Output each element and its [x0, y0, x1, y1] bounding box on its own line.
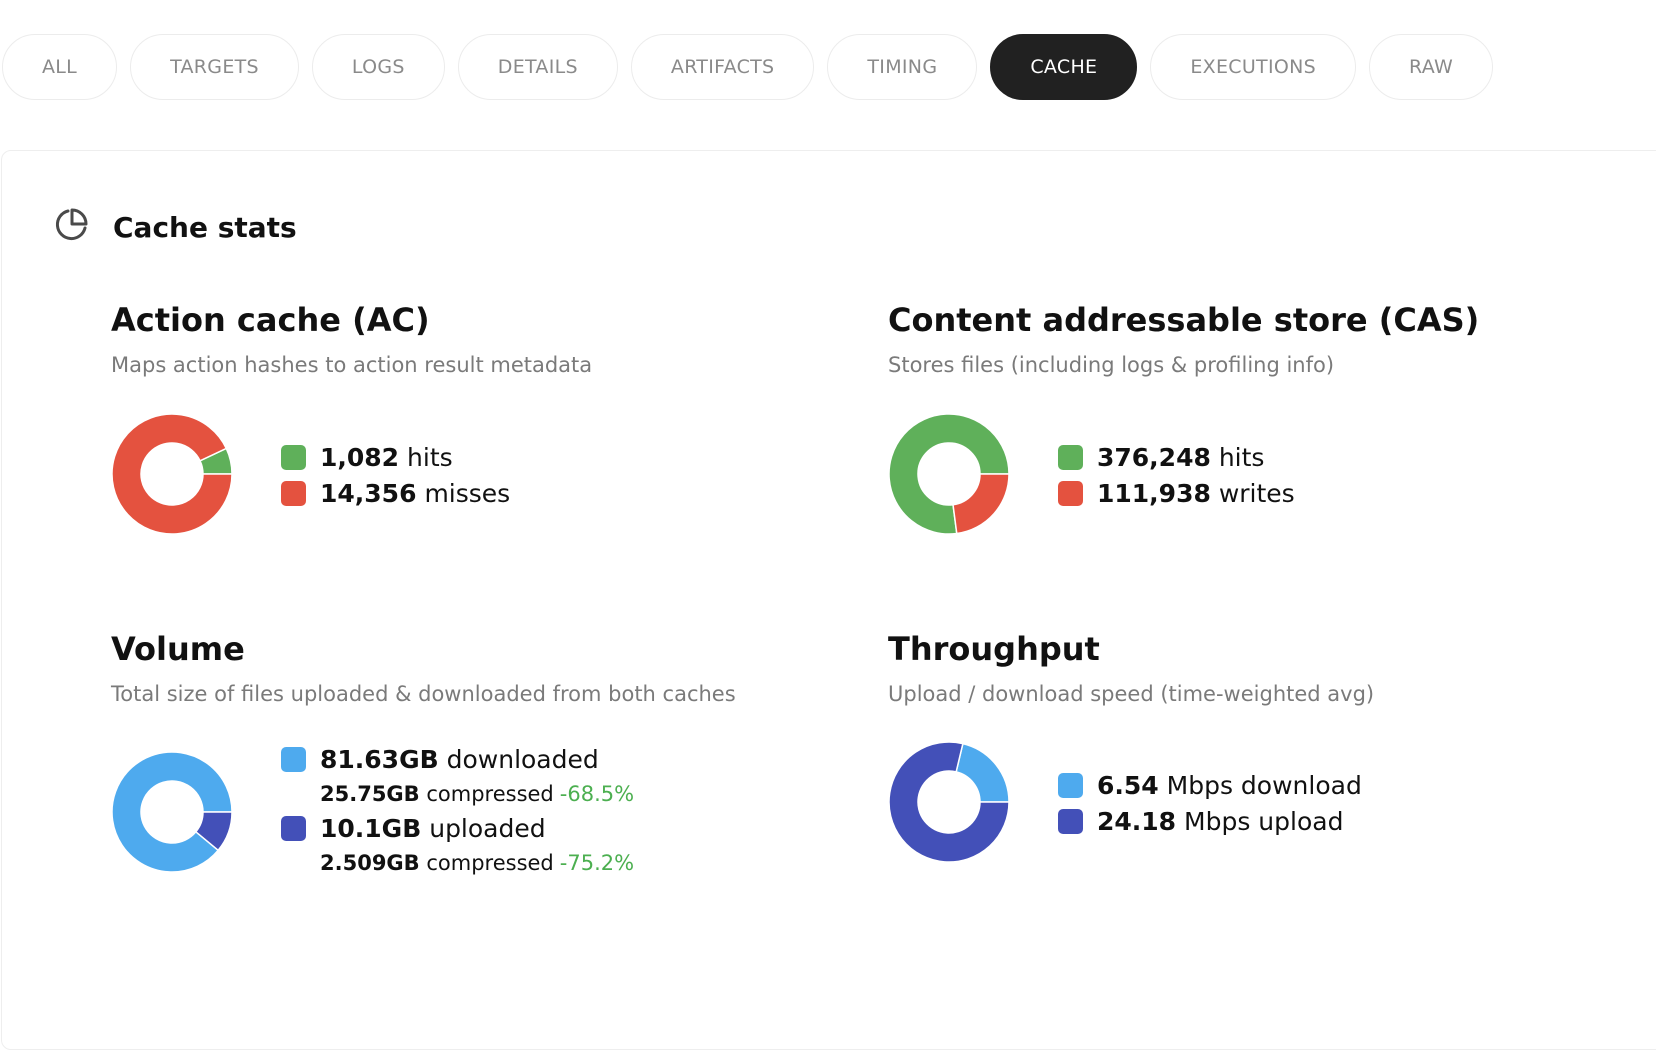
volume-uploaded-value: 10.1GB: [320, 813, 422, 843]
ac-donut-chart: [111, 413, 233, 535]
red-swatch: [1058, 480, 1083, 506]
ac-misses-row: 14,356 misses: [281, 475, 510, 511]
cas-writes-label: writes: [1218, 478, 1295, 508]
throughput-title: Throughput: [888, 630, 1100, 668]
green-swatch: [1058, 444, 1083, 470]
cas-writes-row: 111,938 writes: [1058, 475, 1295, 511]
ac-hits-row: 1,082 hits: [281, 439, 510, 475]
throughput-download-label: Mbps download: [1166, 770, 1362, 800]
throughput-download-value: 6.54: [1097, 770, 1159, 800]
tab-bar: ALL TARGETS LOGS DETAILS ARTIFACTS TIMIN…: [2, 34, 1494, 100]
cas-donut-chart: [888, 413, 1010, 535]
light-blue-swatch: [1058, 772, 1083, 798]
tab-all[interactable]: ALL: [2, 34, 118, 100]
volume-uploaded-compressed-pct: -75.2%: [559, 850, 635, 875]
green-swatch: [281, 444, 306, 470]
ac-title: Action cache (AC): [111, 301, 430, 339]
volume-downloaded-value: 81.63GB: [320, 744, 439, 774]
cas-subtitle: Stores files (including logs & profiling…: [888, 353, 1335, 377]
tab-details[interactable]: DETAILS: [457, 34, 618, 100]
volume-downloaded-label: downloaded: [446, 744, 599, 774]
volume-downloaded-row: 81.63GB downloaded: [281, 741, 634, 777]
ac-section: Action cache (AC) Maps action hashes to …: [111, 301, 592, 377]
throughput-upload-row: 24.18 Mbps upload: [1058, 803, 1362, 839]
tab-targets[interactable]: TARGETS: [130, 34, 299, 100]
ac-hits-value: 1,082: [320, 442, 400, 472]
cas-hits-row: 376,248 hits: [1058, 439, 1295, 475]
donut-slice-misses: [111, 413, 233, 535]
cas-title: Content addressable store (CAS): [888, 301, 1480, 339]
tab-timing[interactable]: TIMING: [827, 34, 978, 100]
pie-chart-icon: [53, 207, 89, 247]
throughput-upload-label: Mbps upload: [1184, 806, 1344, 836]
cas-section: Content addressable store (CAS) Stores f…: [888, 301, 1479, 377]
volume-subtitle: Total size of files uploaded & downloade…: [111, 682, 736, 706]
cas-writes-value: 111,938: [1097, 478, 1211, 508]
volume-legend: 81.63GB downloaded 25.75GB compressed -68…: [281, 741, 634, 879]
volume-downloaded-compressed-pct: -68.5%: [559, 781, 635, 806]
volume-donut-chart: [111, 751, 233, 873]
volume-downloaded-compressed-row: 25.75GB compressed -68.5%: [281, 777, 634, 810]
cache-stats-card: Cache stats Action cache (AC) Maps actio…: [1, 150, 1656, 1050]
volume-uploaded-compressed-value: 2.509GB: [320, 850, 420, 875]
throughput-section: Throughput Upload / download speed (time…: [888, 630, 1374, 706]
throughput-upload-value: 24.18: [1097, 806, 1177, 836]
tab-cache[interactable]: CACHE: [990, 34, 1138, 100]
ac-misses-value: 14,356: [320, 478, 417, 508]
throughput-legend: 6.54 Mbps download 24.18 Mbps upload: [1058, 767, 1362, 839]
donut-slice-download: [955, 742, 1010, 803]
volume-uploaded-row: 10.1GB uploaded: [281, 810, 634, 846]
cas-hits-value: 376,248: [1097, 442, 1211, 472]
donut-slice-hits: [888, 413, 1010, 535]
dark-blue-swatch: [1058, 808, 1083, 834]
donut-slice-upload: [888, 741, 1010, 863]
card-header: Cache stats: [53, 207, 297, 247]
donut-slice-downloaded: [111, 751, 233, 873]
volume-downloaded-compressed-label: compressed: [426, 781, 554, 806]
donut-slice-uploaded: [194, 811, 233, 852]
ac-misses-label: misses: [424, 478, 511, 508]
dark-blue-swatch: [281, 815, 306, 841]
cas-legend: 376,248 hits 111,938 writes: [1058, 439, 1295, 511]
throughput-donut-chart: [888, 741, 1010, 863]
donut-slice-writes: [952, 473, 1010, 535]
volume-section: Volume Total size of files uploaded & do…: [111, 630, 736, 706]
tab-raw[interactable]: RAW: [1369, 34, 1494, 100]
card-title: Cache stats: [113, 210, 297, 244]
volume-uploaded-compressed-label: compressed: [426, 850, 554, 875]
tab-artifacts[interactable]: ARTIFACTS: [630, 34, 815, 100]
throughput-subtitle: Upload / download speed (time-weighted a…: [888, 682, 1375, 706]
tab-executions[interactable]: EXECUTIONS: [1150, 34, 1356, 100]
ac-hits-label: hits: [407, 442, 453, 472]
volume-uploaded-compressed-row: 2.509GB compressed -75.2%: [281, 846, 634, 879]
throughput-download-row: 6.54 Mbps download: [1058, 767, 1362, 803]
ac-legend: 1,082 hits 14,356 misses: [281, 439, 510, 511]
volume-uploaded-label: uploaded: [429, 813, 546, 843]
ac-subtitle: Maps action hashes to action result meta…: [111, 353, 593, 377]
volume-downloaded-compressed-value: 25.75GB: [320, 781, 420, 806]
tab-logs[interactable]: LOGS: [311, 34, 445, 100]
cas-hits-label: hits: [1218, 442, 1265, 472]
volume-title: Volume: [111, 630, 245, 668]
light-blue-swatch: [281, 746, 306, 772]
red-swatch: [281, 480, 306, 506]
